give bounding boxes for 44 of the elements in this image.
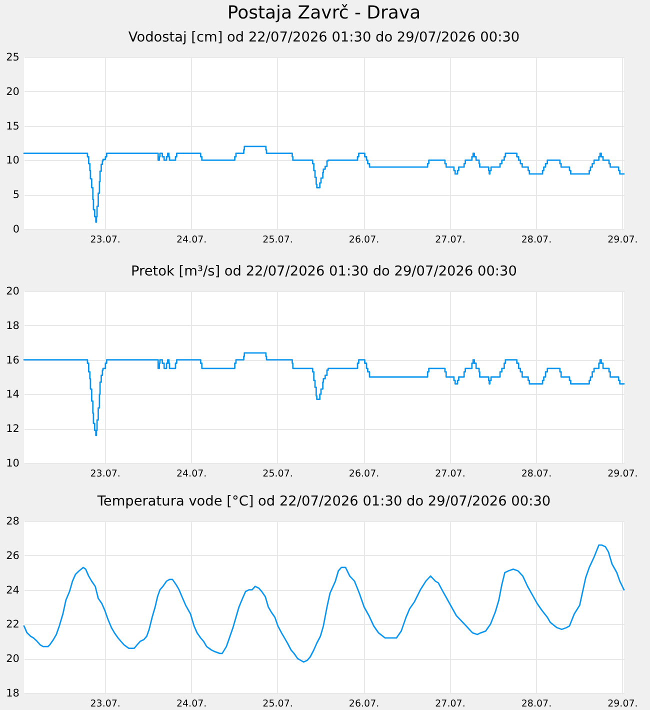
y-tick-label: 10: [6, 154, 20, 167]
x-tick-label: 25.07.: [262, 698, 293, 710]
y-tick-label: 20: [6, 653, 20, 666]
x-tick-label: 24.07.: [176, 234, 207, 246]
chart-title: Pretok [m³/s] od 22/07/2026 01:30 do 29/07/2026 00:30: [131, 263, 517, 280]
y-tick-label: 26: [6, 550, 20, 562]
y-tick-label: 22: [6, 618, 20, 631]
y-tick-label: 0: [12, 224, 20, 236]
y-tick-label: 14: [6, 388, 20, 401]
x-tick-label: 28.07.: [521, 698, 552, 710]
x-tick-label: 25.07.: [262, 468, 293, 480]
x-tick-label: 27.07.: [435, 468, 466, 480]
x-tick-label: 29.07.: [608, 698, 638, 710]
x-tick-label: 27.07.: [435, 234, 466, 246]
x-tick-label: 28.07.: [521, 468, 552, 480]
y-tick-label: 10: [6, 458, 20, 470]
x-tick-label: 23.07.: [90, 234, 120, 246]
y-tick-label: 28: [6, 516, 20, 528]
y-tick-label: 18: [6, 320, 20, 332]
y-tick-label: 12: [6, 423, 20, 436]
chart-subtitle: Vodostaj [cm] od 22/07/2026 01:30 do 29/07/2026 00:30: [128, 29, 520, 46]
x-tick-label: 23.07.: [90, 468, 120, 480]
y-tick-label: 25: [6, 52, 20, 64]
x-tick-label: 24.07.: [176, 698, 207, 710]
chart-title: Postaja Zavrč - Drava: [227, 2, 421, 24]
x-tick-label: 26.07.: [348, 468, 380, 480]
x-tick-label: 27.07.: [435, 698, 466, 710]
y-tick-label: 16: [6, 354, 20, 366]
x-tick-label: 28.07.: [521, 234, 552, 246]
x-tick-label: 29.07.: [608, 468, 638, 480]
y-tick-label: 24: [6, 584, 20, 596]
y-tick-label: 5: [12, 189, 20, 202]
x-tick-label: 26.07.: [348, 698, 380, 710]
x-tick-label: 23.07.: [90, 698, 120, 710]
y-tick-label: 20: [6, 286, 20, 298]
chart-title: Temperatura vode [°C] od 22/07/2026 01:30 do 29/07/2026 00:30: [96, 493, 551, 510]
x-tick-label: 24.07.: [176, 468, 207, 480]
x-tick-label: 25.07.: [262, 234, 293, 246]
line-series: [23, 544, 625, 663]
x-tick-label: 26.07.: [348, 234, 380, 246]
x-tick-label: 29.07.: [608, 234, 638, 246]
y-tick-label: 15: [6, 120, 20, 132]
y-tick-label: 18: [6, 688, 20, 700]
y-tick-label: 20: [6, 86, 20, 98]
